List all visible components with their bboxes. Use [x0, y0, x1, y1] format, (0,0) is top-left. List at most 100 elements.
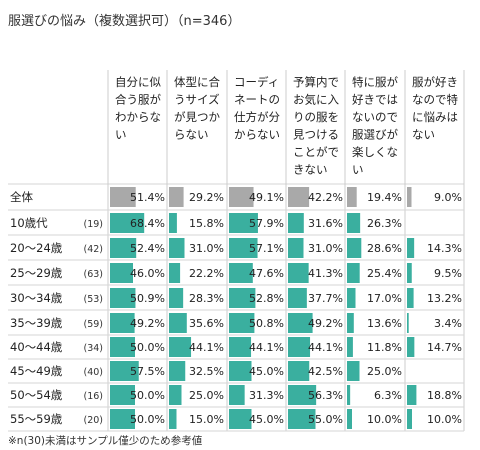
chart-title: 服選びの悩み（複数選択可）（n=346）	[8, 14, 241, 29]
column-header-line: 服が好き	[412, 75, 458, 89]
column-header-line: 見つける	[293, 128, 339, 142]
data-label: 9.0%	[434, 191, 462, 204]
column-header-line: わからな	[115, 110, 161, 124]
data-label: 57.9%	[249, 217, 284, 230]
data-label: 57.1%	[249, 242, 284, 255]
bar	[288, 238, 304, 258]
column-header-line: コーディ	[234, 75, 279, 89]
bar	[110, 361, 139, 381]
column-header-line: うサイズ	[174, 93, 220, 107]
column-header-line: 服選びが	[352, 128, 398, 142]
data-label: 17.0%	[367, 292, 402, 305]
row-label: 10歳代	[10, 216, 48, 230]
bar	[229, 288, 256, 308]
data-label: 15.0%	[189, 413, 224, 426]
data-label: 44.1%	[249, 341, 284, 354]
data-label: 25.0%	[367, 365, 402, 378]
bar	[110, 409, 135, 429]
bar	[347, 288, 356, 308]
data-label: 52.4%	[130, 242, 165, 255]
column-header-line: 楽しくな	[352, 145, 398, 159]
data-label: 44.1%	[308, 341, 343, 354]
bar	[347, 361, 360, 381]
column-header-line: 特に服が	[352, 75, 398, 89]
data-label: 6.3%	[374, 389, 402, 402]
row-sample-size: (40)	[83, 367, 103, 378]
data-label: 25.0%	[189, 389, 224, 402]
bar	[288, 337, 311, 357]
bar	[288, 263, 309, 283]
column-header-line: お気に入	[293, 93, 339, 107]
bar	[110, 263, 133, 283]
footnote: ※n(30)未満はサンプル僅少のため参考値	[8, 435, 203, 447]
bar	[229, 238, 258, 258]
data-label: 50.9%	[130, 292, 165, 305]
bar	[110, 385, 135, 405]
data-label: 50.8%	[249, 317, 284, 330]
bar	[347, 213, 361, 233]
bar	[229, 385, 245, 405]
row-sample-size: (59)	[83, 319, 103, 330]
bar	[229, 337, 252, 357]
data-label: 68.4%	[130, 217, 165, 230]
row-label: 45～49歳	[10, 364, 63, 378]
row-label: 25～29歳	[10, 266, 63, 280]
column-header-line: ネートの	[234, 93, 280, 107]
bar	[229, 409, 252, 429]
bar	[407, 337, 415, 357]
bar	[288, 361, 310, 381]
bar	[407, 385, 417, 405]
bar	[407, 313, 409, 333]
bar	[229, 213, 258, 233]
data-label: 31.6%	[308, 217, 343, 230]
row-label: 全体	[10, 190, 33, 204]
column-header-line: なので特	[412, 93, 458, 107]
data-label: 32.5%	[189, 365, 224, 378]
data-label: 10.0%	[367, 413, 402, 426]
data-label: 25.4%	[367, 267, 402, 280]
data-label: 13.2%	[427, 292, 462, 305]
bar	[169, 409, 177, 429]
column-header-line: きない	[293, 163, 328, 177]
bar	[169, 361, 186, 381]
column-header-line: 予算内で	[293, 75, 339, 89]
data-label: 56.3%	[308, 389, 343, 402]
data-label: 35.6%	[189, 317, 224, 330]
data-label: 55.0%	[308, 413, 343, 426]
bar	[169, 213, 177, 233]
row-sample-size: (16)	[83, 391, 103, 402]
column-header-line: ことがで	[293, 145, 339, 159]
bar	[229, 313, 255, 333]
bar	[347, 385, 351, 405]
bar	[407, 288, 414, 308]
bar	[347, 409, 352, 429]
bar	[169, 238, 185, 258]
data-label: 22.2%	[189, 267, 224, 280]
bar	[288, 409, 316, 429]
bar	[110, 213, 145, 233]
data-label: 57.5%	[130, 365, 165, 378]
bar	[347, 337, 353, 357]
row-label: 30～34歳	[10, 291, 63, 305]
data-label: 41.3%	[308, 267, 343, 280]
bar	[407, 238, 415, 258]
data-label: 3.4%	[434, 317, 462, 330]
data-label: 49.2%	[308, 317, 343, 330]
bar	[169, 313, 187, 333]
bar	[229, 361, 252, 381]
bar	[110, 337, 135, 357]
data-label: 45.0%	[249, 365, 284, 378]
bar	[169, 187, 184, 207]
column-header-line: 合う服が	[115, 93, 161, 107]
bar	[288, 213, 304, 233]
column-header-line: 自分に似	[115, 75, 161, 89]
data-label: 10.0%	[427, 413, 462, 426]
column-header-line: りの服を	[293, 110, 339, 124]
data-label: 14.7%	[427, 341, 462, 354]
data-label: 50.0%	[130, 389, 165, 402]
row-sample-size: (42)	[83, 244, 103, 255]
data-label: 49.2%	[130, 317, 165, 330]
column-header-line: 好きでは	[352, 93, 398, 107]
column-header-line: ない	[412, 128, 435, 142]
row-label: 55～59歳	[10, 412, 63, 426]
